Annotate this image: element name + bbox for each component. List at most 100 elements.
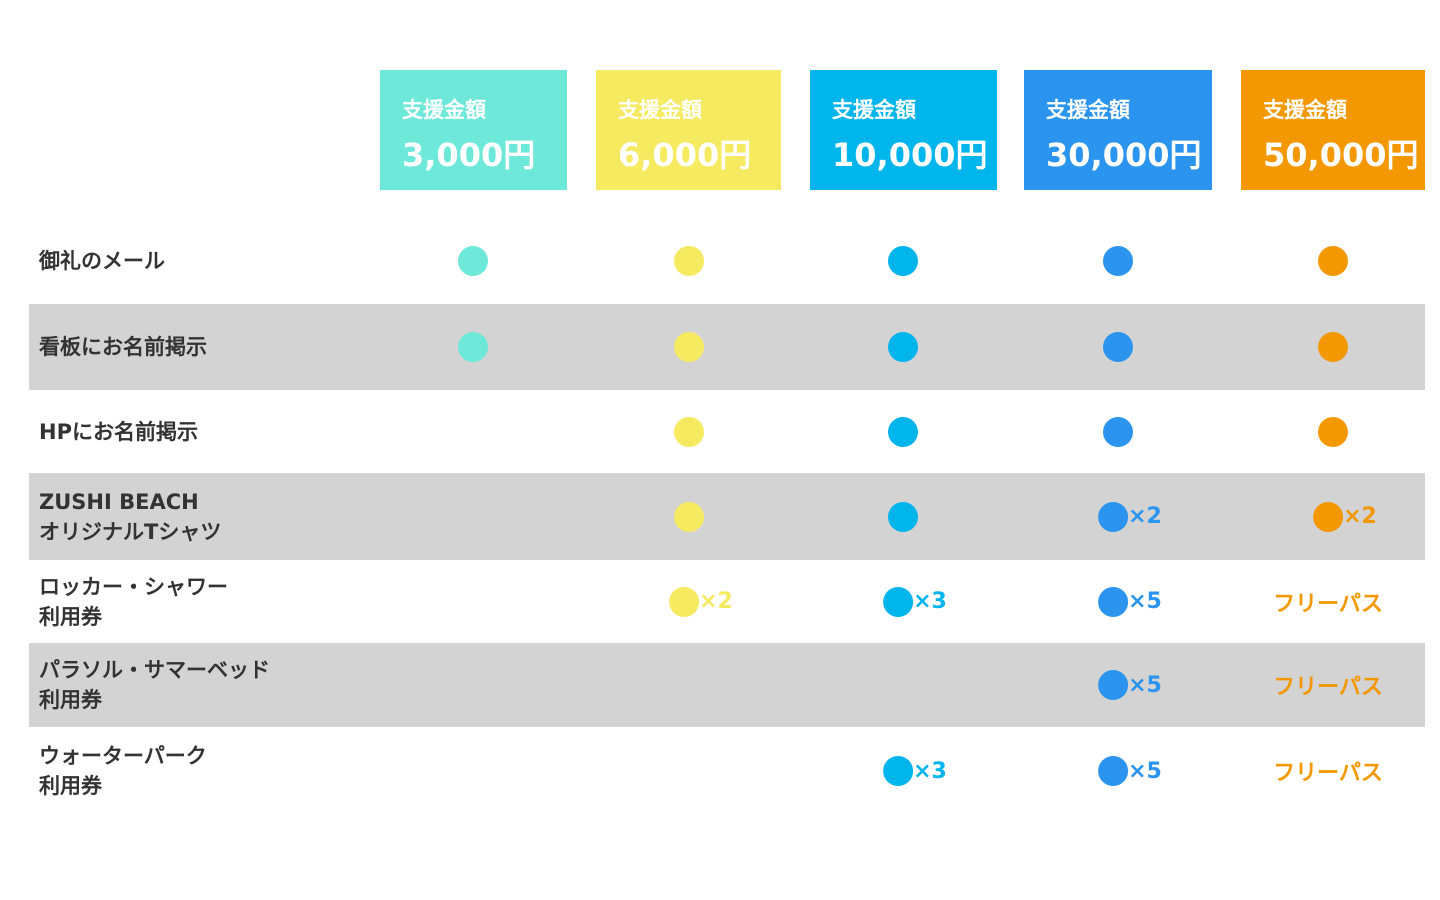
benefit-cell [888, 501, 918, 532]
benefit-dot [674, 332, 704, 362]
header-amount: 6,000円 [618, 136, 752, 174]
benefit-cell [1318, 332, 1348, 362]
header-amount: 3,000円 [402, 136, 536, 174]
benefit-dot [458, 332, 488, 362]
table-row: ZUSHI BEACH オリジナルTシャツ ×2 ×2 [29, 473, 1425, 560]
row-label: 御礼のメール [39, 246, 165, 276]
benefit-cell: フリーパス [1273, 586, 1383, 618]
benefit-cell [1103, 332, 1133, 362]
benefit-dot [1098, 586, 1129, 617]
benefit-dot [1098, 501, 1129, 532]
table-row: 看板にお名前掲示 [29, 304, 1425, 390]
row-label: 看板にお名前掲示 [39, 332, 207, 362]
benefit-cell [1103, 246, 1133, 276]
header-amount: 50,000円 [1263, 136, 1419, 174]
benefit-cell [674, 246, 704, 276]
benefit-cell: ×2 [1098, 501, 1162, 532]
table-row: パラソル・サマーベッド 利用券 ×5 フリーパス [29, 643, 1425, 727]
benefit-dot [674, 416, 704, 447]
label-line: 利用券 [39, 688, 102, 712]
benefit-text: ×5 [1128, 589, 1162, 614]
benefit-cell: ×5 [1098, 586, 1162, 617]
benefit-cell [674, 332, 704, 362]
benefit-text: ×2 [699, 589, 733, 614]
benefit-text: ×3 [913, 589, 947, 614]
benefit-text: ×3 [913, 758, 947, 784]
header-label: 支援金額 [402, 98, 486, 122]
label-line: 利用券 [39, 604, 102, 629]
benefit-dot [1098, 756, 1129, 786]
benefit-text: フリーパス [1273, 761, 1383, 786]
benefit-dot [1103, 416, 1133, 447]
benefit-cell: ×5 [1098, 670, 1162, 700]
table-row: HPにお名前掲示 [29, 390, 1425, 473]
column-header: 支援金額 50,000円 [1241, 70, 1425, 190]
column-header: 支援金額 3,000円 [380, 70, 567, 190]
benefit-text: ×2 [1343, 504, 1377, 529]
benefit-dot [1318, 332, 1348, 362]
benefit-text: フリーパス [1273, 675, 1383, 700]
table-row: ロッカー・シャワー 利用券 ×2 ×3 ×5 フリーパス [29, 560, 1425, 643]
benefit-cell [458, 246, 488, 276]
header-amount: 30,000円 [1046, 136, 1202, 174]
label-line: HPにお名前掲示 [39, 419, 198, 444]
label-line: 利用券 [39, 774, 102, 798]
label-line: 御礼のメール [39, 249, 165, 273]
header-amount: 10,000円 [832, 136, 988, 174]
benefit-dot [1098, 670, 1129, 700]
benefit-dot [888, 416, 918, 447]
label-line: 看板にお名前掲示 [39, 335, 207, 359]
label-line: パラソル・サマーベッド [39, 658, 270, 682]
label-line: オリジナルTシャツ [39, 519, 222, 544]
benefit-dot [1318, 416, 1348, 447]
row-label: ウォーターパーク 利用券 [39, 741, 207, 801]
benefit-dot [883, 586, 914, 617]
label-line: ZUSHI BEACH [39, 489, 199, 514]
benefit-text: ×5 [1128, 672, 1162, 698]
benefit-text: ×2 [1128, 504, 1162, 529]
benefit-dot [1318, 246, 1348, 276]
benefit-cell: ×3 [883, 586, 947, 617]
benefit-cell [458, 332, 488, 362]
benefit-dot [888, 246, 918, 276]
benefit-dot [888, 332, 918, 362]
benefit-dot [674, 501, 704, 532]
benefit-cell [1318, 416, 1348, 447]
benefit-cell: フリーパス [1273, 669, 1383, 701]
header-label: 支援金額 [618, 98, 702, 122]
benefit-text: フリーパス [1273, 591, 1383, 617]
benefit-cell: ×3 [883, 756, 947, 786]
column-header: 支援金額 6,000円 [596, 70, 781, 190]
benefit-dot [674, 246, 704, 276]
row-label: HPにお名前掲示 [39, 417, 198, 447]
benefit-dot [669, 586, 700, 617]
column-header: 支援金額 10,000円 [810, 70, 997, 190]
benefit-cell [674, 416, 704, 447]
column-header: 支援金額 30,000円 [1024, 70, 1212, 190]
benefit-cell: フリーパス [1273, 755, 1383, 787]
benefit-cell [888, 416, 918, 447]
header-label: 支援金額 [1046, 98, 1130, 122]
benefit-cell: ×2 [1313, 501, 1377, 532]
benefit-dot [1313, 501, 1344, 532]
row-label: パラソル・サマーベッド 利用券 [39, 655, 270, 715]
benefit-text: ×5 [1128, 758, 1162, 784]
label-line: ウォーターパーク [39, 744, 207, 768]
benefit-cell [1318, 246, 1348, 276]
header-label: 支援金額 [832, 98, 916, 122]
benefit-dot [458, 246, 488, 276]
table-row: ウォーターパーク 利用券 ×3 ×5 フリーパス [29, 727, 1425, 815]
benefit-dot [883, 756, 914, 786]
benefit-dot [1103, 246, 1133, 276]
benefit-cell: ×5 [1098, 756, 1162, 786]
benefit-dot [888, 501, 918, 532]
label-line: ロッカー・シャワー [39, 574, 228, 599]
benefit-cell [888, 246, 918, 276]
benefit-cell [674, 501, 704, 532]
benefit-cell [888, 332, 918, 362]
benefit-dot [1103, 332, 1133, 362]
row-label: ZUSHI BEACH オリジナルTシャツ [39, 487, 221, 547]
row-label: ロッカー・シャワー 利用券 [39, 572, 228, 632]
header-label: 支援金額 [1263, 98, 1347, 122]
